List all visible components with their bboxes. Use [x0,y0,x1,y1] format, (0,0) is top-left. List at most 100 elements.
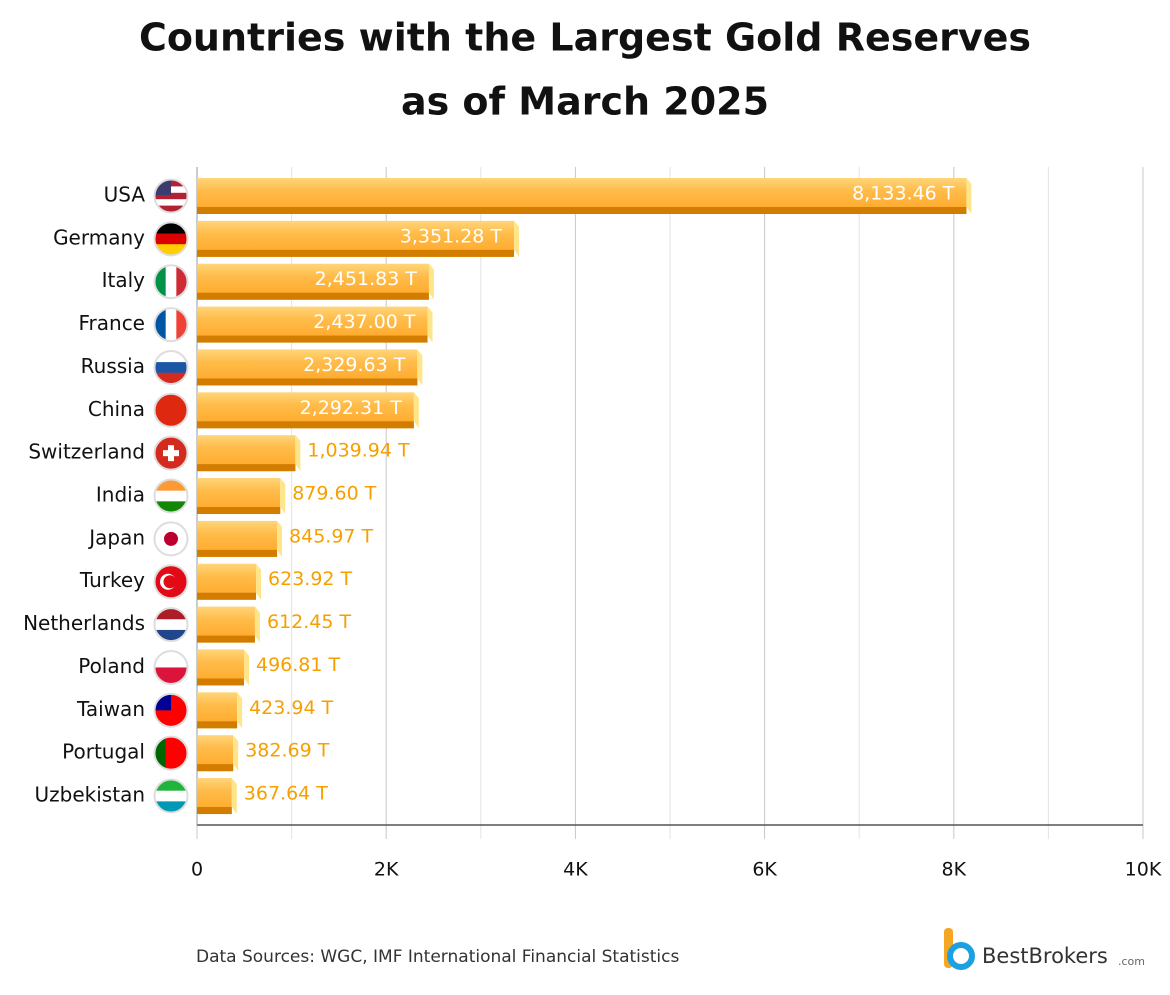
x-tick-label: 10K [1125,859,1162,881]
flag-border [153,435,189,471]
value-label: 3,351.28 T [400,225,503,247]
y-tick-label: Japan [87,525,145,549]
flag-border [153,692,189,728]
flag-border [153,478,189,514]
bar-bevel [243,649,249,686]
flag-stripe [155,629,187,641]
flag-stripe [155,394,187,427]
y-tick-label: Germany [53,225,145,249]
bar-bevel [295,435,301,472]
flag [155,265,187,298]
value-label: 496.81 T [256,654,341,676]
flag-border [153,392,189,428]
bar-bevel [427,306,433,343]
bar-shadow [197,721,238,729]
bar-shadow [197,207,967,214]
flag [155,651,187,684]
flag-stripe [155,790,187,802]
bar-shadow [197,464,296,472]
flag-stripe [155,372,187,384]
value-label: 623.92 T [268,568,353,590]
y-tick-label: Russia [81,354,145,378]
bar-shadow [197,378,418,386]
flag-stripe [155,244,187,255]
flag-stripe [176,737,187,770]
flag-stripe [155,265,167,298]
y-tick-label: Taiwan [76,697,145,721]
flag-stripe [155,651,187,668]
value-label: 423.94 T [249,697,334,719]
bar-bevel [231,778,237,815]
flag-border [153,264,189,300]
x-tick-label: 0 [191,859,203,881]
bar-shadow [197,292,429,300]
flag-stripe [165,737,177,770]
logo-suffix: .com [1118,955,1145,968]
flag [155,308,187,341]
bar-bevel [254,606,260,643]
x-tick-label: 8K [942,859,967,881]
flag-stripe [155,619,187,631]
y-tick-label: Italy [102,268,146,292]
flag [155,394,187,427]
logo-name: BestBrokers [982,944,1108,968]
y-tick-label: France [78,311,145,335]
flag [155,351,187,384]
flag-stripe [155,737,167,770]
bar-bevel [417,349,423,386]
flag-stripe [155,205,187,212]
chart-subtitle: as of March 2025 [401,80,769,124]
flag-border [153,735,189,771]
flag-cross [163,450,179,457]
flag [155,780,187,813]
flag [155,522,187,555]
x-tick-label: 2K [374,859,399,881]
value-label: 382.69 T [245,740,330,762]
flag-stripe [155,192,187,200]
y-tick-label: Portugal [62,740,145,764]
value-label: 2,292.31 T [300,397,403,419]
flag-border [153,307,189,343]
flag-stripe [155,222,187,235]
bar-bevel [237,692,243,729]
value-label: 845.97 T [289,525,374,547]
y-tick-label: India [96,483,145,507]
flag-disc [164,531,178,546]
bar-bevel [256,563,262,600]
bar-shadow [197,807,232,815]
flag-stripe [155,608,187,620]
flag-stripe [155,351,187,363]
bar-bevel [966,178,972,214]
bar-shadow [197,635,255,643]
bar-bevel [277,520,283,557]
flag-stripe [176,265,187,298]
value-label: 8,133.46 T [852,183,955,205]
bar-shadow [197,549,278,557]
bar-bevel [280,478,286,515]
flag-border [153,778,189,814]
chart-title: Countries with the Largest Gold Reserves [139,16,1031,60]
bar-bevel [233,735,239,772]
y-tick-label: China [88,397,145,421]
flag-stripe [165,308,177,341]
bar-shadow [197,678,244,686]
y-tick-label: USA [104,183,146,207]
bar-bevel [514,220,520,257]
bar-shadow [197,335,428,343]
x-tick-label: 4K [563,859,588,881]
bar-shadow [197,764,234,772]
flag-border [153,564,189,600]
flag-border [153,649,189,685]
value-label: 367.64 T [244,783,329,805]
y-tick-label: Turkey [79,568,145,592]
flag-border [153,521,189,557]
flag-stripe [176,308,187,341]
y-tick-label: Poland [78,654,145,678]
value-label: 2,437.00 T [313,311,416,333]
value-label: 879.60 T [292,483,377,505]
flag-stripe [155,362,187,374]
value-label: 1,039.94 T [307,440,410,462]
source-note: Data Sources: WGC, IMF International Fin… [196,947,679,967]
bar-shadow [197,507,281,515]
logo-mark [947,942,975,970]
